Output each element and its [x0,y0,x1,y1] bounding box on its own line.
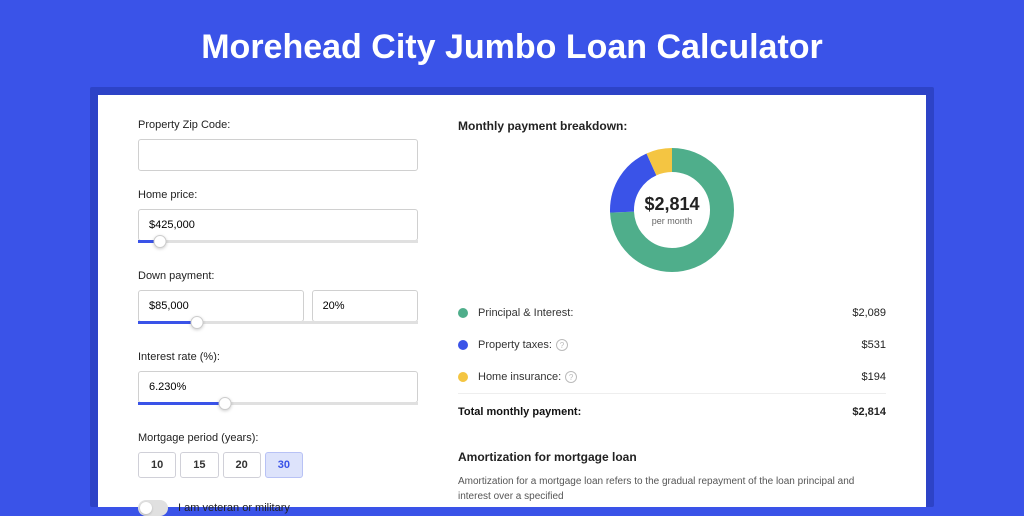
legend-value: $2,089 [852,307,886,319]
veteran-row: I am veteran or military [138,500,418,516]
total-row: Total monthly payment: $2,814 [458,394,886,430]
veteran-label: I am veteran or military [178,502,290,514]
legend-value: $194 [862,371,886,383]
price-input[interactable] [138,209,418,241]
slider-thumb[interactable] [154,235,167,248]
down-pct-input[interactable] [312,290,418,322]
breakdown-title: Monthly payment breakdown: [458,119,886,133]
legend-label: Principal & Interest: [478,307,852,319]
donut-chart: $2,814 per month [458,147,886,273]
legend-row: Principal & Interest:$2,089 [458,297,886,329]
slider-thumb[interactable] [190,316,203,329]
legend-row: Home insurance:?$194 [458,361,886,393]
period-btn-15[interactable]: 15 [180,452,218,478]
rate-slider[interactable] [138,402,418,416]
form-panel: Property Zip Code: Home price: Down paym… [138,119,418,507]
amort-title: Amortization for mortgage loan [458,450,886,464]
total-label: Total monthly payment: [458,406,852,418]
calculator-card: Property Zip Code: Home price: Down paym… [98,95,926,507]
legend-dot [458,372,468,382]
period-buttons: 10152030 [138,452,418,478]
period-btn-10[interactable]: 10 [138,452,176,478]
zip-field: Property Zip Code: [138,119,418,171]
down-payment-field: Down payment: [138,270,418,335]
zip-label: Property Zip Code: [138,119,418,131]
period-btn-30[interactable]: 30 [265,452,303,478]
period-field: Mortgage period (years): 10152030 [138,432,418,478]
legend-row: Property taxes:?$531 [458,329,886,361]
veteran-toggle[interactable] [138,500,168,516]
total-value: $2,814 [852,406,886,418]
page-title: Morehead City Jumbo Loan Calculator [0,0,1024,87]
rate-label: Interest rate (%): [138,351,418,363]
price-label: Home price: [138,189,418,201]
legend-label: Home insurance:? [478,371,862,383]
legend-dot [458,308,468,318]
period-btn-20[interactable]: 20 [223,452,261,478]
info-icon[interactable]: ? [565,371,577,383]
rate-field: Interest rate (%): [138,351,418,416]
slider-thumb[interactable] [218,397,231,410]
legend-label: Property taxes:? [478,339,862,351]
zip-input[interactable] [138,139,418,171]
card-shadow: Property Zip Code: Home price: Down paym… [90,87,934,507]
donut-sub: per month [644,216,699,226]
donut-amount: $2,814 [644,194,699,215]
rate-input[interactable] [138,371,418,403]
down-amount-input[interactable] [138,290,304,322]
legend-value: $531 [862,339,886,351]
down-slider[interactable] [138,321,418,335]
info-icon[interactable]: ? [556,339,568,351]
price-field: Home price: [138,189,418,254]
legend: Principal & Interest:$2,089Property taxe… [458,297,886,394]
amort-text: Amortization for a mortgage loan refers … [458,474,886,504]
breakdown-panel: Monthly payment breakdown: $2,814 per mo… [458,119,886,507]
legend-dot [458,340,468,350]
period-label: Mortgage period (years): [138,432,418,444]
price-slider[interactable] [138,240,418,254]
down-label: Down payment: [138,270,418,282]
